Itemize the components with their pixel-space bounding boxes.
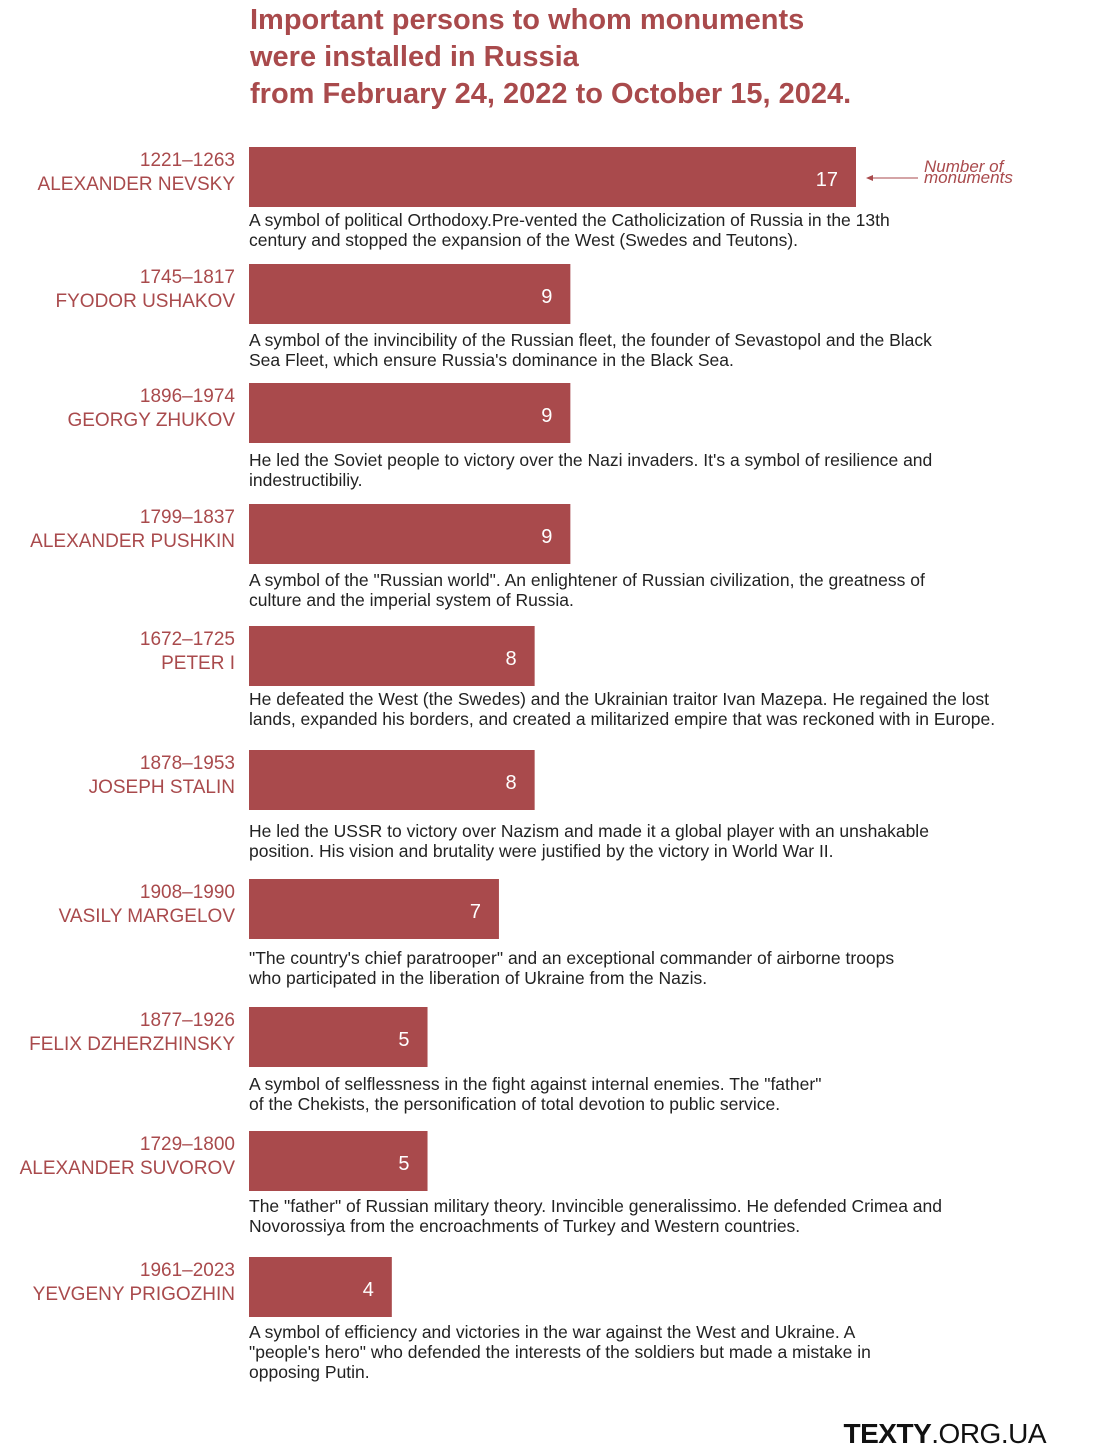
bar: [249, 750, 535, 810]
bar-value-label: 9: [541, 286, 552, 308]
chart-row: 8 1672–1725 PETER I He defeated the West (t…: [140, 626, 995, 729]
bar: [249, 147, 856, 207]
chart-title: Important persons to whom monuments were…: [250, 2, 1070, 113]
bar: [249, 1257, 392, 1317]
annotation-text-line-1: Number of: [924, 157, 1006, 176]
person-years: 1729–1800: [140, 1134, 235, 1155]
person-years: 1878–1953: [140, 753, 235, 774]
person-years: 1799–1837: [140, 507, 235, 528]
chart-row: 9 1896–1974 GEORGY ZHUKOV He led the Soviet…: [67, 383, 932, 490]
person-description-line: He led the USSR to victory over Nazism a…: [249, 821, 929, 841]
chart-row: 9 1799–1837 ALEXANDER PUSHKIN A symbol of t…: [30, 504, 925, 610]
person-years: 1672–1725: [140, 629, 235, 650]
source-logo-light: .ORG.UA: [931, 1418, 1046, 1449]
person-description-line: A symbol of selflessness in the fight ag…: [249, 1074, 821, 1094]
chart-title-line-3: from February 24, 2022 to October 15, 20…: [250, 78, 852, 110]
bar-value-label: 9: [541, 526, 552, 548]
person-description-line: He led the Soviet people to victory over…: [249, 450, 932, 470]
person-name: FELIX DZHERZHINSKY: [29, 1034, 235, 1055]
person-name: FYODOR USHAKOV: [56, 291, 236, 312]
bar-value-label: 17: [816, 169, 838, 191]
person-description-line: position. His vision and brutality were …: [249, 841, 834, 861]
bar: [249, 1131, 428, 1191]
person-name: ALEXANDER PUSHKIN: [30, 531, 235, 552]
person-name: JOSEPH STALIN: [89, 777, 235, 798]
bar-value-label: 4: [363, 1279, 374, 1301]
chart-row: 8 1878–1953 JOSEPH STALIN He led the USSR t…: [89, 750, 929, 861]
person-description-line: culture and the imperial system of Russi…: [249, 590, 574, 610]
person-years: 1961–2023: [140, 1260, 235, 1281]
chart-row: 9 1745–1817 FYODOR USHAKOV A symbol of the …: [56, 264, 932, 370]
bar-value-label: 8: [506, 648, 517, 670]
person-name: ALEXANDER SUVOROV: [20, 1158, 236, 1179]
person-years: 1221–1263: [140, 150, 235, 171]
person-description-line: of the Chekists, the personification of …: [249, 1094, 780, 1114]
bar-value-label: 8: [506, 772, 517, 794]
chart-title-line-2: were installed in Russia: [250, 41, 579, 73]
annotation-text-line-2: monuments: [924, 168, 1013, 187]
bar: [249, 383, 571, 443]
bar-value-label: 9: [541, 405, 552, 427]
person-description-line: Novorossiya from the encroachments of Tu…: [249, 1216, 800, 1236]
chart-row: 17 1221–1263 ALEXANDER NEVSKY A symbol of p…: [38, 147, 890, 250]
source-logo-bold: TEXTY: [843, 1418, 932, 1449]
person-description-line: Sea Fleet, which ensure Russia's dominan…: [249, 350, 734, 370]
person-description-line: A symbol of efficiency and victories in …: [249, 1322, 856, 1342]
person-description-line: opposing Putin.: [249, 1362, 370, 1382]
chart-row: 5 1729–1800 ALEXANDER SUVOROV The "father" …: [20, 1131, 942, 1236]
chart-title-line-1: Important persons to whom monuments: [250, 4, 805, 36]
person-description-line: "The country's chief paratrooper" and an…: [249, 948, 894, 968]
person-description-line: who participated in the liberation of Uk…: [248, 968, 707, 988]
bar: [249, 1007, 428, 1067]
person-description-line: lands, expanded his borders, and created…: [249, 709, 995, 729]
person-description-line: He defeated the West (the Swedes) and th…: [249, 689, 989, 709]
person-description-line: The "father" of Russian military theory.…: [249, 1196, 942, 1216]
source-logo: TEXTY.ORG.UA: [843, 1418, 1047, 1450]
person-description-line: indestructibiliy.: [249, 470, 362, 490]
person-name: PETER I: [161, 653, 235, 674]
person-description-line: century and stopped the expansion of the…: [249, 230, 798, 250]
chart-row: 7 1908–1990 VASILY MARGELOV "The country's …: [59, 879, 894, 988]
bar-value-label: 5: [398, 1153, 409, 1175]
chart-row: 4 1961–2023 YEVGENY PRIGOZHIN A symbol of e…: [33, 1257, 871, 1382]
person-years: 1877–1926: [140, 1010, 235, 1031]
annotation-arrow-icon: [866, 175, 873, 181]
person-name: VASILY MARGELOV: [59, 906, 236, 927]
person-description-line: A symbol of the invincibility of the Rus…: [249, 330, 932, 350]
person-name: ALEXANDER NEVSKY: [38, 174, 236, 195]
value-annotation: Number of monuments: [866, 157, 1013, 187]
person-name: GEORGY ZHUKOV: [67, 410, 235, 431]
chart-row: 5 1877–1926 FELIX DZHERZHINSKY A symbol of …: [29, 1007, 821, 1114]
bar: [249, 626, 535, 686]
person-description-line: A symbol of the "Russian world". An enli…: [249, 570, 925, 590]
chart-rows: 17 1221–1263 ALEXANDER NEVSKY A symbol of p…: [20, 147, 995, 1382]
person-years: 1745–1817: [140, 267, 235, 288]
person-years: 1908–1990: [140, 882, 235, 903]
person-years: 1896–1974: [140, 386, 236, 407]
person-description-line: A symbol of political Orthodoxy.Pre-vent…: [249, 210, 890, 230]
bar-value-label: 7: [470, 901, 481, 923]
bar: [249, 504, 571, 564]
bar: [249, 264, 571, 324]
bar-value-label: 5: [398, 1029, 409, 1051]
bar: [249, 879, 499, 939]
bar-chart: 17 1221–1263 ALEXANDER NEVSKY A symbol of p…: [20, 147, 1013, 1382]
person-name: YEVGENY PRIGOZHIN: [33, 1284, 235, 1305]
person-description-line: "people's hero" who defended the interes…: [249, 1342, 871, 1362]
